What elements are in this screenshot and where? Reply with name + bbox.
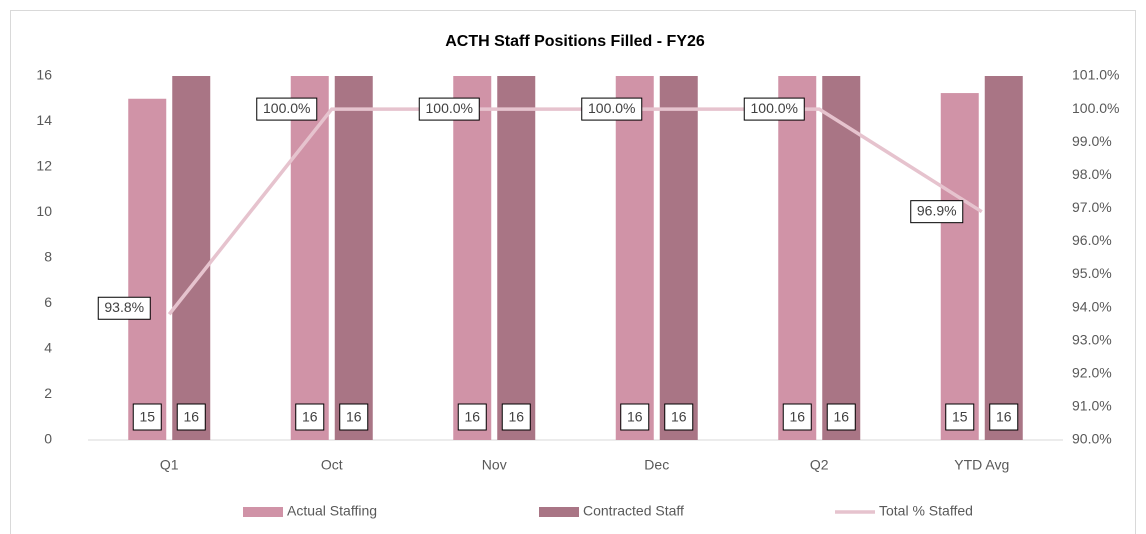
legend-label: Actual Staffing xyxy=(287,503,377,519)
data-label-box xyxy=(664,403,694,431)
x-tick-label: Nov xyxy=(482,457,507,473)
x-tick-label: Q2 xyxy=(810,457,829,473)
bar xyxy=(128,98,167,440)
data-label-box xyxy=(910,200,964,224)
data-label-box xyxy=(457,403,487,431)
y-tick-label: 12 xyxy=(36,158,52,174)
bar xyxy=(984,76,1023,440)
bar xyxy=(615,76,654,440)
y-tick-label: 8 xyxy=(44,249,52,265)
y2-tick-label: 98.0% xyxy=(1072,166,1112,182)
data-label: 16 xyxy=(508,409,524,425)
data-label: 16 xyxy=(302,409,318,425)
data-label-box xyxy=(989,403,1019,431)
data-label: 16 xyxy=(183,409,199,425)
data-label: 100.0% xyxy=(426,100,473,116)
y2-tick-label: 91.0% xyxy=(1072,398,1112,414)
bar xyxy=(172,76,211,440)
legend-label: Total % Staffed xyxy=(879,503,973,519)
bar xyxy=(822,76,861,440)
x-tick-label: Dec xyxy=(644,457,669,473)
bar xyxy=(290,76,329,440)
data-label-box xyxy=(501,403,531,431)
x-tick-label: Q1 xyxy=(160,457,179,473)
y-tick-label: 2 xyxy=(44,385,52,401)
y2-tick-label: 90.0% xyxy=(1072,431,1112,447)
y2-tick-label: 96.0% xyxy=(1072,232,1112,248)
y2-tick-label: 93.0% xyxy=(1072,331,1112,347)
data-label: 100.0% xyxy=(588,100,635,116)
data-label-box xyxy=(826,403,856,431)
data-label-box xyxy=(581,97,643,121)
y-tick-label: 16 xyxy=(36,67,52,83)
y2-tick-label: 101.0% xyxy=(1072,67,1119,83)
data-label-box xyxy=(945,403,975,431)
data-label-box xyxy=(782,403,812,431)
bar xyxy=(334,76,373,440)
data-label: 15 xyxy=(952,409,968,425)
data-label-box xyxy=(339,403,369,431)
x-tick-label: YTD Avg xyxy=(954,457,1009,473)
data-label: 16 xyxy=(833,409,849,425)
data-label: 96.9% xyxy=(917,202,957,218)
data-label-box xyxy=(295,403,325,431)
data-label-box xyxy=(176,403,206,431)
bar xyxy=(940,93,979,440)
y-tick-label: 6 xyxy=(44,294,52,310)
chart-title: ACTH Staff Positions Filled - FY26 xyxy=(445,33,705,50)
data-label: 16 xyxy=(789,409,805,425)
legend-swatch xyxy=(243,507,283,517)
data-label: 16 xyxy=(996,409,1012,425)
y2-tick-label: 94.0% xyxy=(1072,298,1112,314)
y-tick-label: 4 xyxy=(44,340,52,356)
x-tick-label: Oct xyxy=(321,457,343,473)
data-label-box xyxy=(132,403,162,431)
bar xyxy=(497,76,536,440)
legend-label: Contracted Staff xyxy=(583,503,684,519)
bar xyxy=(659,76,698,440)
y2-tick-label: 92.0% xyxy=(1072,365,1112,381)
legend-swatch xyxy=(539,507,579,517)
data-label: 16 xyxy=(346,409,362,425)
line xyxy=(167,107,983,316)
data-label: 15 xyxy=(139,409,155,425)
data-label: 16 xyxy=(627,409,643,425)
data-label-box xyxy=(418,97,480,121)
data-label: 16 xyxy=(671,409,687,425)
data-label-box xyxy=(97,296,151,320)
data-label-box xyxy=(256,97,318,121)
y-tick-label: 10 xyxy=(36,203,52,219)
y2-tick-label: 97.0% xyxy=(1072,199,1112,215)
bar xyxy=(453,76,492,440)
y-tick-label: 14 xyxy=(36,112,52,128)
y-tick-label: 0 xyxy=(44,431,52,447)
y2-tick-label: 95.0% xyxy=(1072,265,1112,281)
data-label-box xyxy=(743,97,805,121)
data-label: 100.0% xyxy=(751,100,798,116)
y2-tick-label: 99.0% xyxy=(1072,133,1112,149)
data-label: 100.0% xyxy=(263,100,310,116)
y2-tick-label: 100.0% xyxy=(1072,100,1119,116)
data-label: 93.8% xyxy=(104,299,144,315)
data-label-box xyxy=(620,403,650,431)
data-label: 16 xyxy=(464,409,480,425)
bar xyxy=(778,76,817,440)
